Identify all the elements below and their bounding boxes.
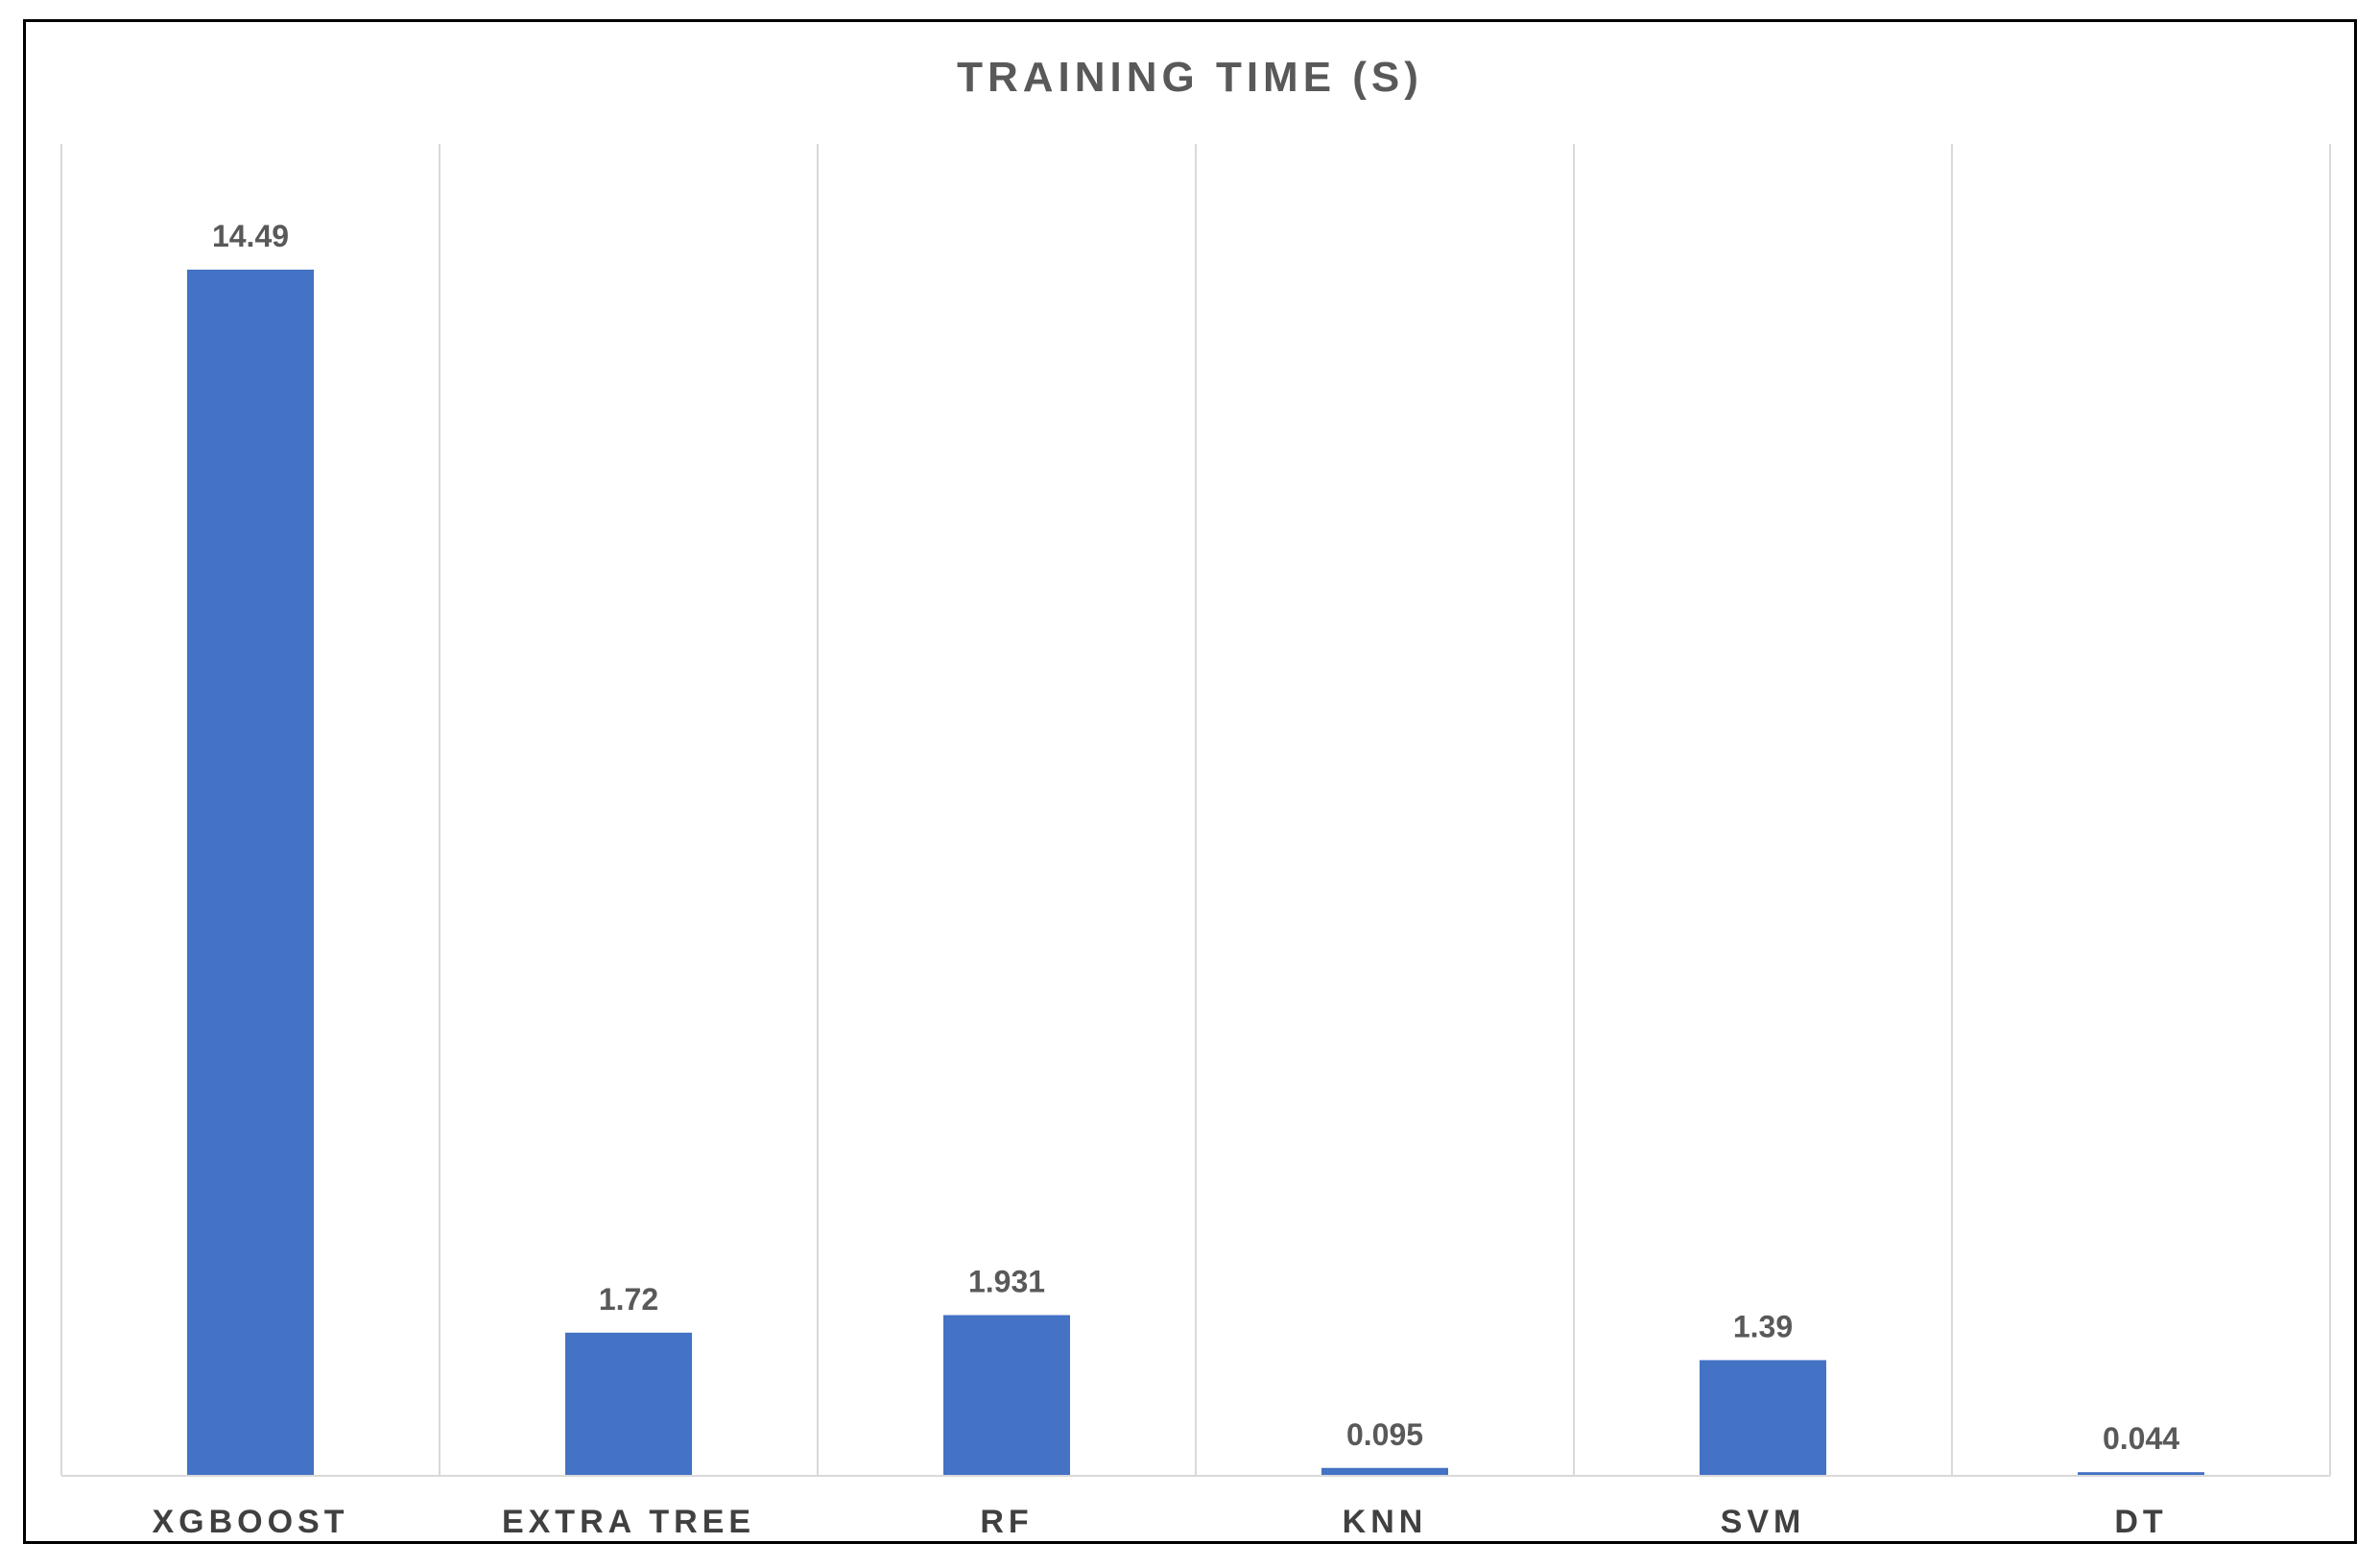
data-label: 1.39 (1733, 1309, 1793, 1343)
data-label: 1.931 (968, 1264, 1045, 1298)
chart-frame (23, 19, 2357, 1544)
grid-layer (60, 144, 2331, 1476)
bars-layer (187, 269, 2204, 1477)
chart-title: TRAINING TIME (S) (957, 54, 1423, 101)
category-label: RF (980, 1504, 1033, 1540)
bar-knn (1321, 1467, 1448, 1476)
bar-svm (1700, 1360, 1826, 1476)
data-label: 1.72 (599, 1282, 658, 1317)
category-label: EXTRA TREE (502, 1504, 755, 1540)
bar-dt (2078, 1472, 2204, 1476)
category-label: XGBOOST (152, 1504, 348, 1540)
data-label: 0.044 (2103, 1421, 2179, 1456)
labels-layer: 14.49 XGBOOST 1.72 EXTRA TREE 1.931 RF 0.095 KN… (152, 219, 2179, 1540)
category-label: KNN (1343, 1504, 1428, 1540)
bar-xgboost (187, 269, 314, 1477)
bar-extra-tree (565, 1332, 692, 1476)
category-label: DT (2114, 1504, 2167, 1540)
bar-rf (943, 1315, 1070, 1476)
category-label: SVM (1721, 1504, 1806, 1540)
data-label: 14.49 (212, 219, 289, 253)
data-label: 0.095 (1346, 1417, 1423, 1452)
